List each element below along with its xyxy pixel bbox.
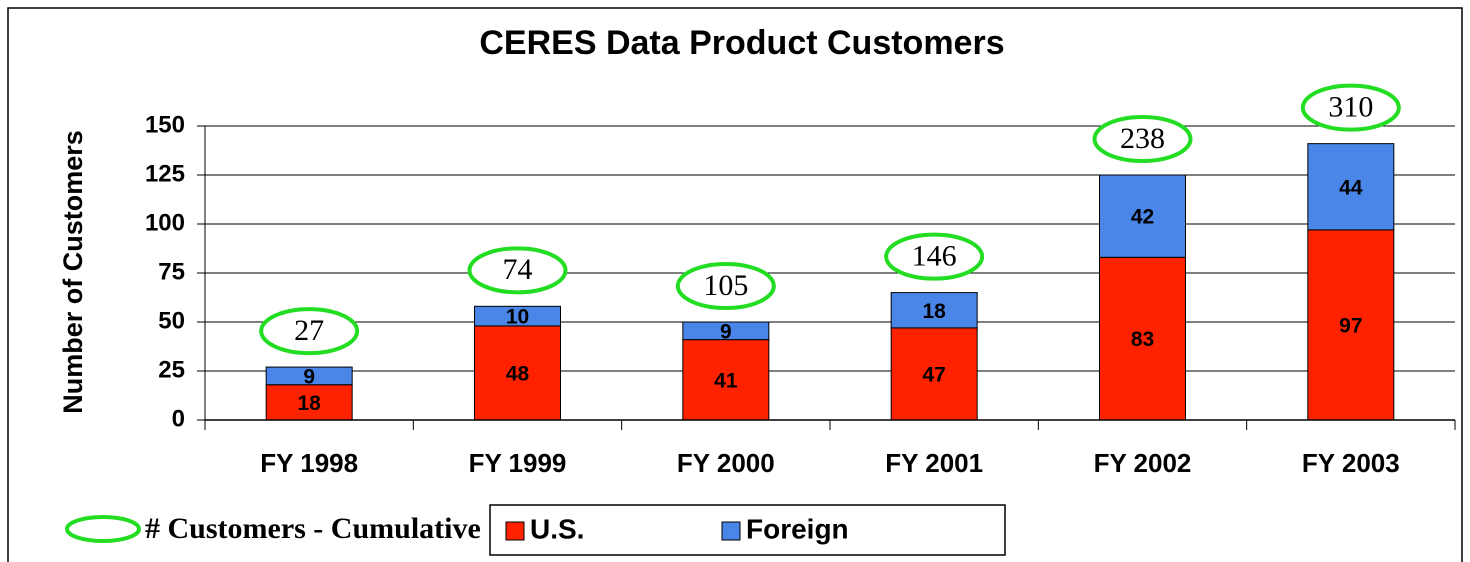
data-label: 42 xyxy=(1131,206,1154,229)
legend-box xyxy=(489,504,1006,556)
x-tick-label: FY 1998 xyxy=(260,448,358,478)
bar-segment xyxy=(682,321,770,341)
data-label: 18 xyxy=(922,300,946,323)
data-label: 41 xyxy=(714,369,738,392)
cumulative-label: 146 xyxy=(912,239,957,272)
x-tick-label: FY 2002 xyxy=(1094,448,1192,478)
y-tick-label: 125 xyxy=(145,160,185,187)
data-label: 47 xyxy=(922,363,945,386)
bar-segment xyxy=(1307,143,1395,231)
data-label: 83 xyxy=(1131,328,1154,351)
frame xyxy=(7,7,1463,562)
y-tick-label: 0 xyxy=(172,405,185,432)
y-tick-label: 150 xyxy=(145,111,185,138)
y-tick-label: 75 xyxy=(158,258,185,285)
legend-swatch xyxy=(505,521,525,541)
data-label: 9 xyxy=(303,365,315,388)
legend-swatch xyxy=(721,521,741,541)
bar-segment xyxy=(1099,256,1186,421)
x-tick-label: FY 1999 xyxy=(469,448,567,478)
bar-segment xyxy=(890,292,978,329)
bar-segment xyxy=(474,305,561,327)
cumulative-marker xyxy=(884,232,985,281)
x-tick-label: FY 2001 xyxy=(885,448,983,478)
cumulative-marker xyxy=(467,246,568,295)
cumulative-marker xyxy=(259,307,360,356)
x-tick-label: FY 2003 xyxy=(1302,448,1400,478)
cumulative-marker xyxy=(675,262,776,310)
cumulative-label: 105 xyxy=(703,269,748,302)
data-label: 9 xyxy=(720,320,732,343)
cumulative-label: 27 xyxy=(294,314,324,347)
cumulative-label: 238 xyxy=(1120,122,1165,155)
bar-segment xyxy=(1307,229,1395,421)
cumulative-label: 310 xyxy=(1328,91,1373,124)
y-tick-label: 100 xyxy=(145,209,185,236)
data-label: 44 xyxy=(1339,176,1363,199)
legend-label: # Customers - Cumulative xyxy=(145,512,481,545)
data-label: 10 xyxy=(506,306,529,329)
y-tick-label: 25 xyxy=(158,356,185,383)
y-tick-label: 50 xyxy=(158,307,185,334)
y-axis-label: Number of Customers xyxy=(58,130,88,414)
legend-label: U.S. xyxy=(530,513,584,544)
data-label: 97 xyxy=(1339,314,1362,337)
bar-segment xyxy=(265,384,353,421)
chart-title: CERES Data Product Customers xyxy=(479,24,1004,62)
legend-label: Foreign xyxy=(746,513,849,544)
bar-segment xyxy=(1099,174,1186,258)
x-tick-label: FY 2000 xyxy=(677,448,775,478)
cumulative-marker xyxy=(1092,115,1193,163)
bar-segment xyxy=(265,366,353,386)
data-label: 18 xyxy=(297,392,321,415)
cumulative-marker xyxy=(1300,83,1401,132)
bar-segment xyxy=(682,339,770,421)
legend-marker xyxy=(65,515,141,543)
data-label: 48 xyxy=(506,363,530,386)
bar-segment xyxy=(890,327,978,421)
bar-segment xyxy=(474,325,561,421)
cumulative-label: 74 xyxy=(503,253,533,286)
